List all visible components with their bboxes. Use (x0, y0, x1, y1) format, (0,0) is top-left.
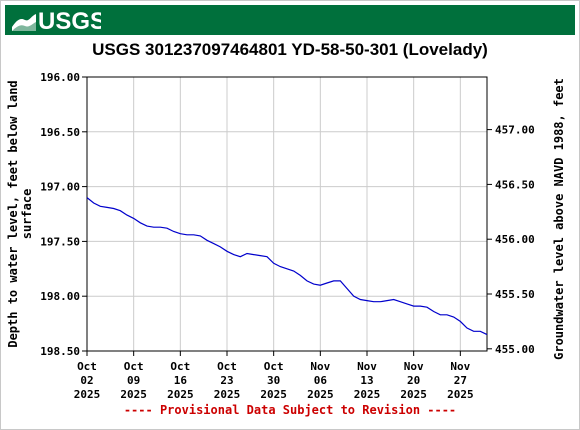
x-tick-label-year: 2025 (400, 388, 427, 401)
x-tick-label-day: 30 (267, 374, 280, 387)
plot-area (86, 76, 488, 352)
right-tick-label: 455.00 (495, 343, 535, 356)
right-tick-label: 455.50 (495, 288, 535, 301)
x-tick-label-month: Nov (404, 360, 424, 373)
chart-title: USGS 301237097464801 YD-58-50-301 (Lovel… (92, 40, 488, 59)
x-tick-label-day: 13 (360, 374, 373, 387)
left-tick-label: 196.50 (40, 126, 80, 139)
x-tick-label-day: 09 (127, 374, 140, 387)
x-tick-label-year: 2025 (354, 388, 381, 401)
x-tick-label-day: 16 (174, 374, 188, 387)
x-tick-label-day: 06 (314, 374, 328, 387)
x-tick-label-month: Oct (124, 360, 144, 373)
x-tick-label-day: 27 (454, 374, 467, 387)
usgs-wave-logo-icon: USGS (12, 8, 101, 33)
series-group (86, 197, 488, 336)
x-tick-label-day: 02 (80, 374, 93, 387)
x-tick-label-month: Oct (170, 360, 190, 373)
x-tick-label-month: Nov (450, 360, 470, 373)
usgs-logo-text: USGS (38, 8, 101, 33)
x-tick-label-year: 2025 (307, 388, 334, 401)
x-tick-label-year: 2025 (167, 388, 194, 401)
x-tick-label-month: Oct (264, 360, 284, 373)
x-tick-label-year: 2025 (260, 388, 287, 401)
x-tick-label-month: Oct (217, 360, 237, 373)
left-tick-label: 196.00 (40, 71, 80, 84)
x-tick-label-day: 20 (407, 374, 420, 387)
x-tick-label-month: Oct (77, 360, 97, 373)
provisional-data-footer: ---- Provisional Data Subject to Revisio… (123, 403, 457, 417)
left-axis-title-line1: Depth to water level, feet below land (6, 80, 20, 347)
right-tick-label: 457.00 (495, 124, 535, 137)
x-axis: Oct022025Oct092025Oct162025Oct232025Oct3… (74, 351, 474, 401)
right-tick-label: 456.50 (495, 178, 535, 191)
x-tick-label-year: 2025 (447, 388, 474, 401)
x-tick-label-year: 2025 (120, 388, 147, 401)
x-tick-label-year: 2025 (74, 388, 101, 401)
right-tick-label: 456.00 (495, 233, 535, 246)
right-y-axis: 457.00 456.50 456.00 455.50 455.00 (487, 124, 535, 356)
water-level-series-line (86, 197, 488, 336)
chart-grid (86, 76, 487, 352)
left-tick-label: 197.00 (40, 181, 80, 194)
left-y-axis: 196.00 196.50 197.00 197.50 198.00 198.50 (40, 71, 87, 358)
left-tick-label: 197.50 (40, 235, 80, 248)
x-tick-label-month: Nov (357, 360, 377, 373)
left-tick-label: 198.50 (40, 345, 80, 358)
x-tick-label-year: 2025 (214, 388, 241, 401)
right-axis-title: Groundwater level above NAVD 1988, feet (552, 78, 566, 360)
left-axis-title-line2: surface (20, 189, 34, 240)
usgs-banner: USGS (5, 5, 575, 35)
x-tick-label-day: 23 (220, 374, 233, 387)
left-tick-label: 198.00 (40, 290, 80, 303)
x-tick-label-month: Nov (310, 360, 330, 373)
